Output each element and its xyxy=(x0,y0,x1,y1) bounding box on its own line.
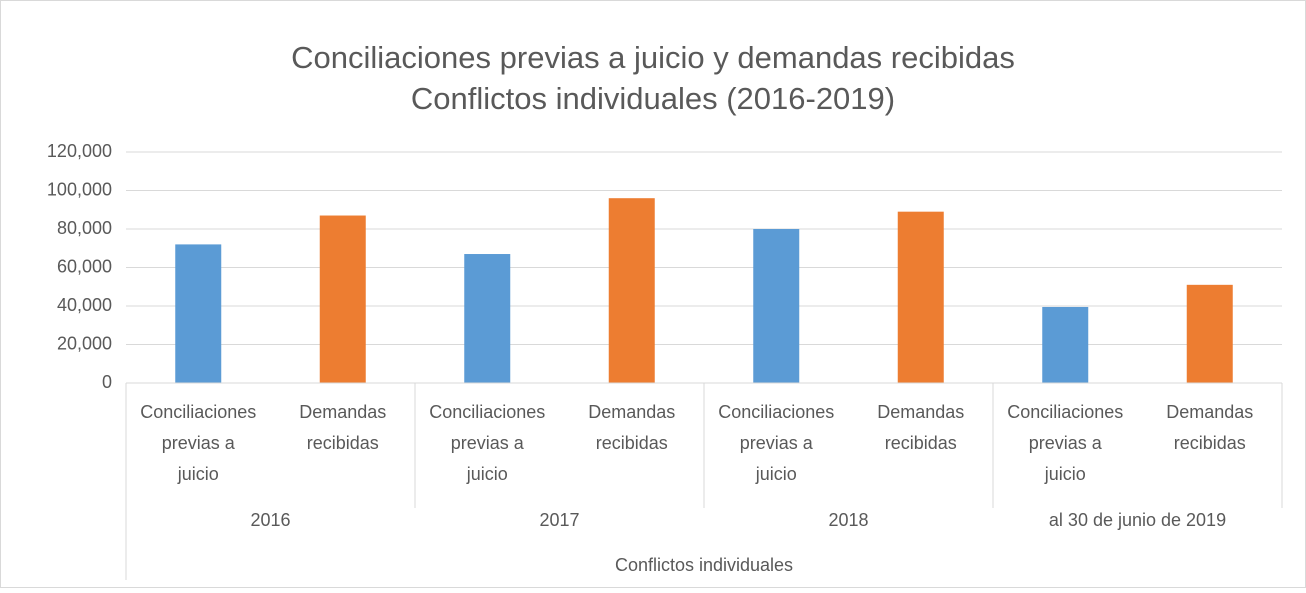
x-tick-label: Conciliaciones previas a juicio xyxy=(1007,402,1123,484)
group-label: 2017 xyxy=(539,510,579,530)
chart-subtitle: Conflictos individuales (2016-2019) xyxy=(411,81,895,116)
x-tick-label: Demandas recibidas xyxy=(1166,402,1253,453)
chart-title: Conciliaciones previas a juicio y demand… xyxy=(291,40,1015,75)
y-tick-label: 80,000 xyxy=(57,218,112,238)
bar xyxy=(175,244,222,383)
y-tick-label: 40,000 xyxy=(57,295,112,315)
x-tick-label: Conciliaciones previas a juicio xyxy=(140,402,256,484)
y-tick-label: 0 xyxy=(102,372,112,392)
y-tick-label: 60,000 xyxy=(57,256,112,276)
bar xyxy=(1186,284,1233,383)
y-tick-label: 20,000 xyxy=(57,333,112,353)
bar xyxy=(1042,306,1089,383)
x-tick-label: Demandas recibidas xyxy=(299,402,386,453)
x-tick-label: Conciliaciones previas a juicio xyxy=(718,402,834,484)
bar xyxy=(753,229,800,383)
bar xyxy=(608,198,655,383)
y-tick-label: 120,000 xyxy=(47,141,112,161)
x-tick-label: Conciliaciones previas a juicio xyxy=(429,402,545,484)
outer-group-label: Conflictos individuales xyxy=(615,555,793,575)
x-tick-label: Demandas recibidas xyxy=(877,402,964,453)
group-label: 2016 xyxy=(250,510,290,530)
bar xyxy=(464,254,511,383)
group-label: al 30 de junio de 2019 xyxy=(1049,510,1226,530)
group-label: 2018 xyxy=(828,510,868,530)
y-tick-label: 100,000 xyxy=(47,179,112,199)
bar xyxy=(319,215,366,383)
x-tick-label: Demandas recibidas xyxy=(588,402,675,453)
bar xyxy=(897,211,944,383)
